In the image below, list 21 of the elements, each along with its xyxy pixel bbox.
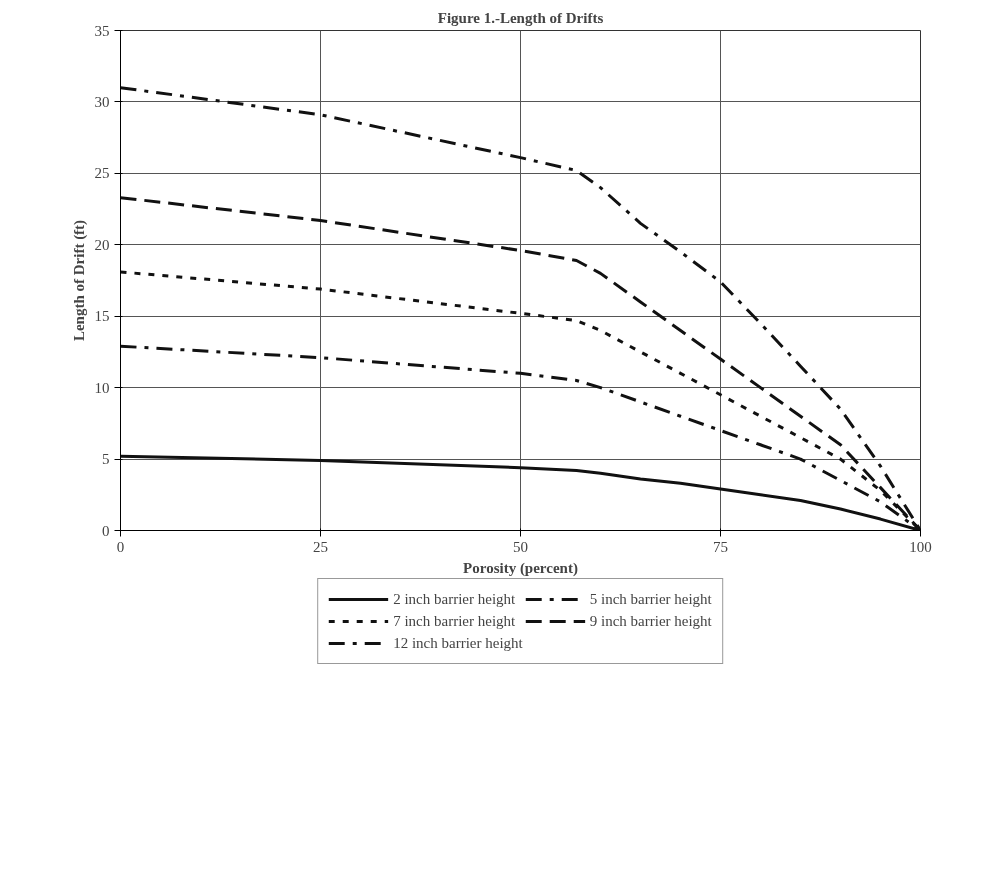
legend-label: 9 inch barrier height	[589, 612, 712, 630]
legend-label: 2 inch barrier height	[393, 590, 516, 608]
y-tick-label: 20	[94, 236, 110, 253]
x-tick-label: 0	[116, 538, 125, 555]
y-tick-label: 0	[102, 522, 110, 539]
y-tick-label: 35	[94, 22, 110, 39]
y-tick-label: 15	[94, 308, 110, 325]
y-tick-label: 5	[102, 451, 110, 468]
x-tick-label: 75	[713, 538, 728, 555]
y-tick-label: 10	[94, 379, 110, 396]
x-axis-title: Porosity (percent)	[463, 559, 578, 577]
y-tick-label: 30	[94, 93, 110, 110]
y-tick-label: 25	[94, 165, 110, 182]
x-tick-label: 100	[909, 538, 932, 555]
legend-label: 7 inch barrier height	[393, 612, 516, 630]
y-axis-title: Length of Drift (ft)	[70, 219, 88, 342]
x-tick-label: 50	[513, 538, 528, 555]
legend-label: 12 inch barrier height	[393, 634, 523, 652]
legend-label: 5 inch barrier height	[589, 590, 712, 608]
chart-title: Figure 1.-Length of Drifts	[437, 9, 604, 26]
x-tick-label: 25	[313, 538, 328, 555]
